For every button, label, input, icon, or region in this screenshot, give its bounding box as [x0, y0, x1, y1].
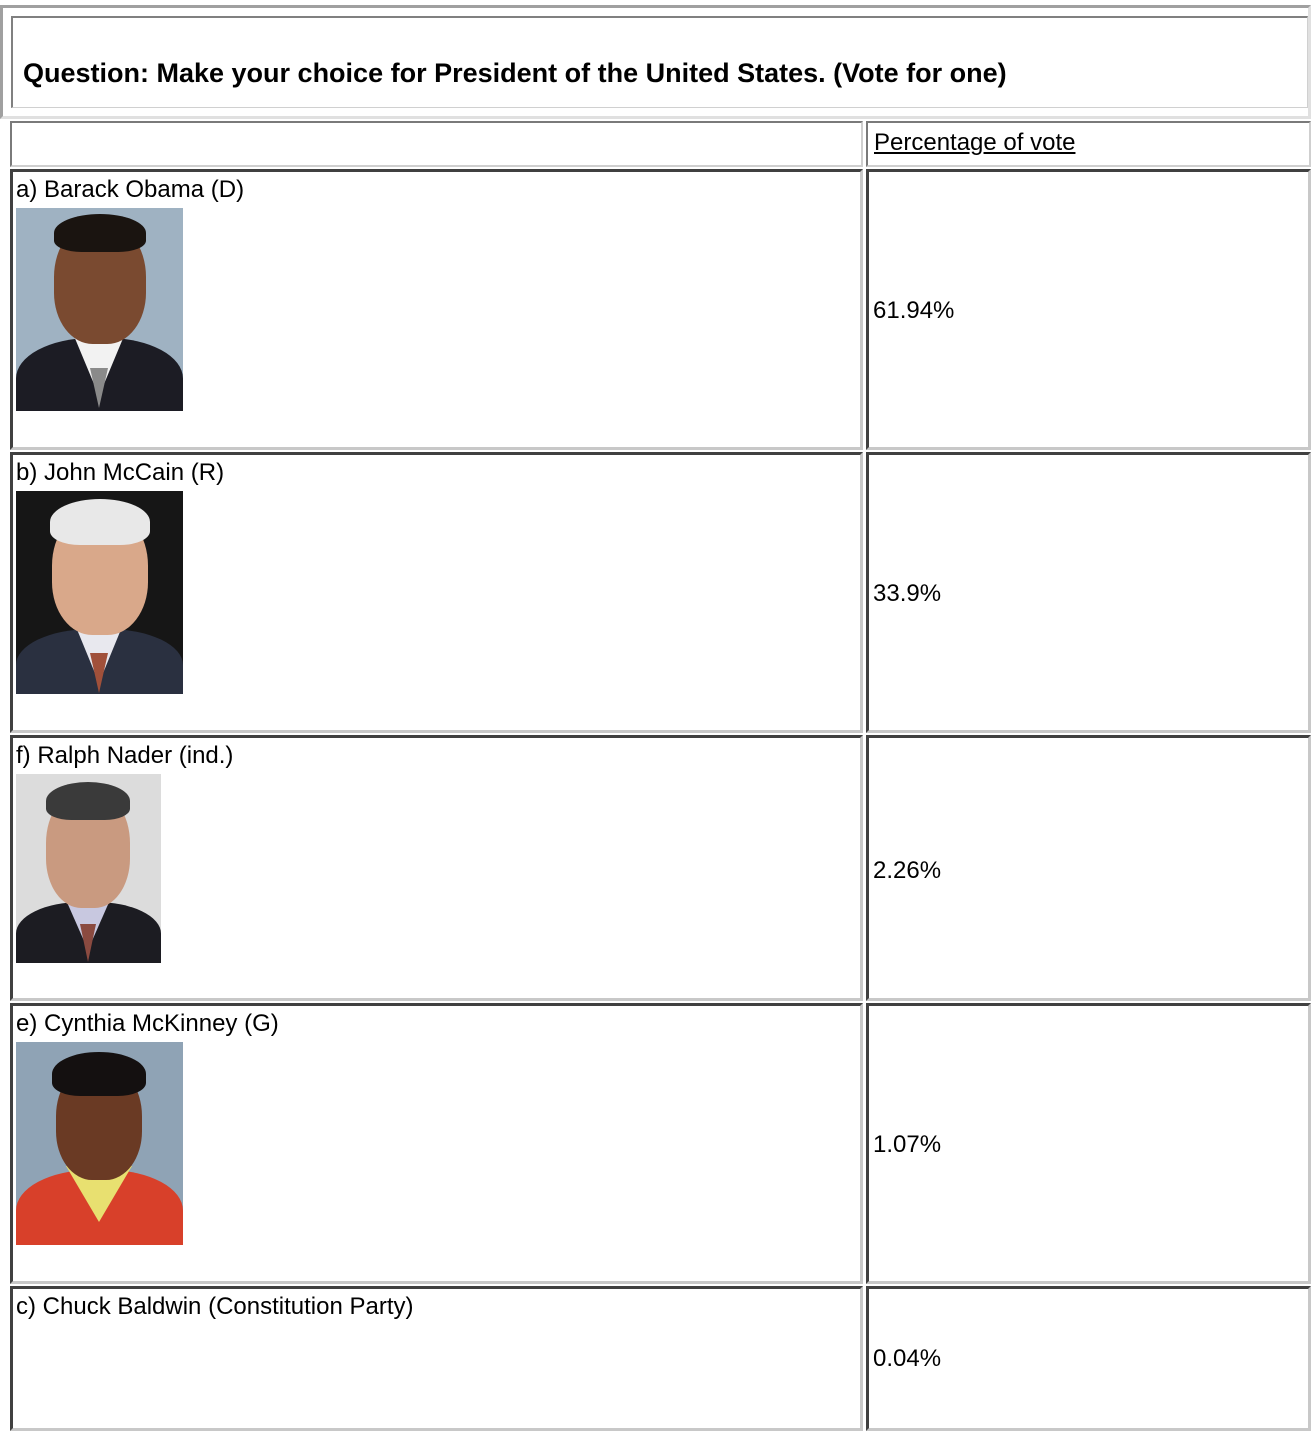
candidate-label: b) John McCain (R)	[16, 459, 225, 486]
percentage-cell-mccain: 33.9%	[866, 452, 1311, 733]
percentage-cell-obama: 61.94%	[866, 169, 1311, 450]
header-empty-cell	[10, 121, 863, 167]
question-title: Question: Make your choice for President…	[23, 58, 1007, 88]
percentage-cell-baldwin: 0.04%	[866, 1286, 1311, 1431]
candidate-cell-mckinney: e) Cynthia McKinney (G)	[10, 1003, 863, 1284]
candidate-cell-baldwin: c) Chuck Baldwin (Constitution Party)	[10, 1286, 863, 1431]
percentage-cell-nader: 2.26%	[866, 735, 1311, 1001]
portrait-obama-icon	[16, 208, 183, 411]
percentage-value: 61.94%	[873, 297, 955, 324]
percentage-value: 33.9%	[873, 580, 942, 607]
candidate-cell-mccain: b) John McCain (R)	[10, 452, 863, 733]
percentage-cell-mckinney: 1.07%	[866, 1003, 1311, 1284]
candidate-label: a) Barack Obama (D)	[16, 176, 245, 203]
percentage-value: 2.26%	[873, 857, 942, 884]
candidate-label: e) Cynthia McKinney (G)	[16, 1010, 279, 1037]
candidate-label: c) Chuck Baldwin (Constitution Party)	[16, 1293, 414, 1320]
candidate-cell-obama: a) Barack Obama (D)	[10, 169, 863, 450]
portrait-mccain-icon	[16, 491, 183, 694]
header-percentage-cell: Percentage of vote	[866, 121, 1311, 167]
percentage-value: 0.04%	[873, 1345, 942, 1372]
percentage-column-header: Percentage of vote	[874, 129, 1076, 156]
candidate-cell-nader: f) Ralph Nader (ind.)	[10, 735, 863, 1001]
candidate-label: f) Ralph Nader (ind.)	[16, 742, 234, 769]
question-box: Question: Make your choice for President…	[0, 5, 1311, 119]
percentage-value: 1.07%	[873, 1131, 942, 1158]
portrait-mckinney-icon	[16, 1042, 183, 1245]
question-inner-frame: Question: Make your choice for President…	[11, 16, 1308, 108]
portrait-nader-icon	[16, 774, 161, 963]
